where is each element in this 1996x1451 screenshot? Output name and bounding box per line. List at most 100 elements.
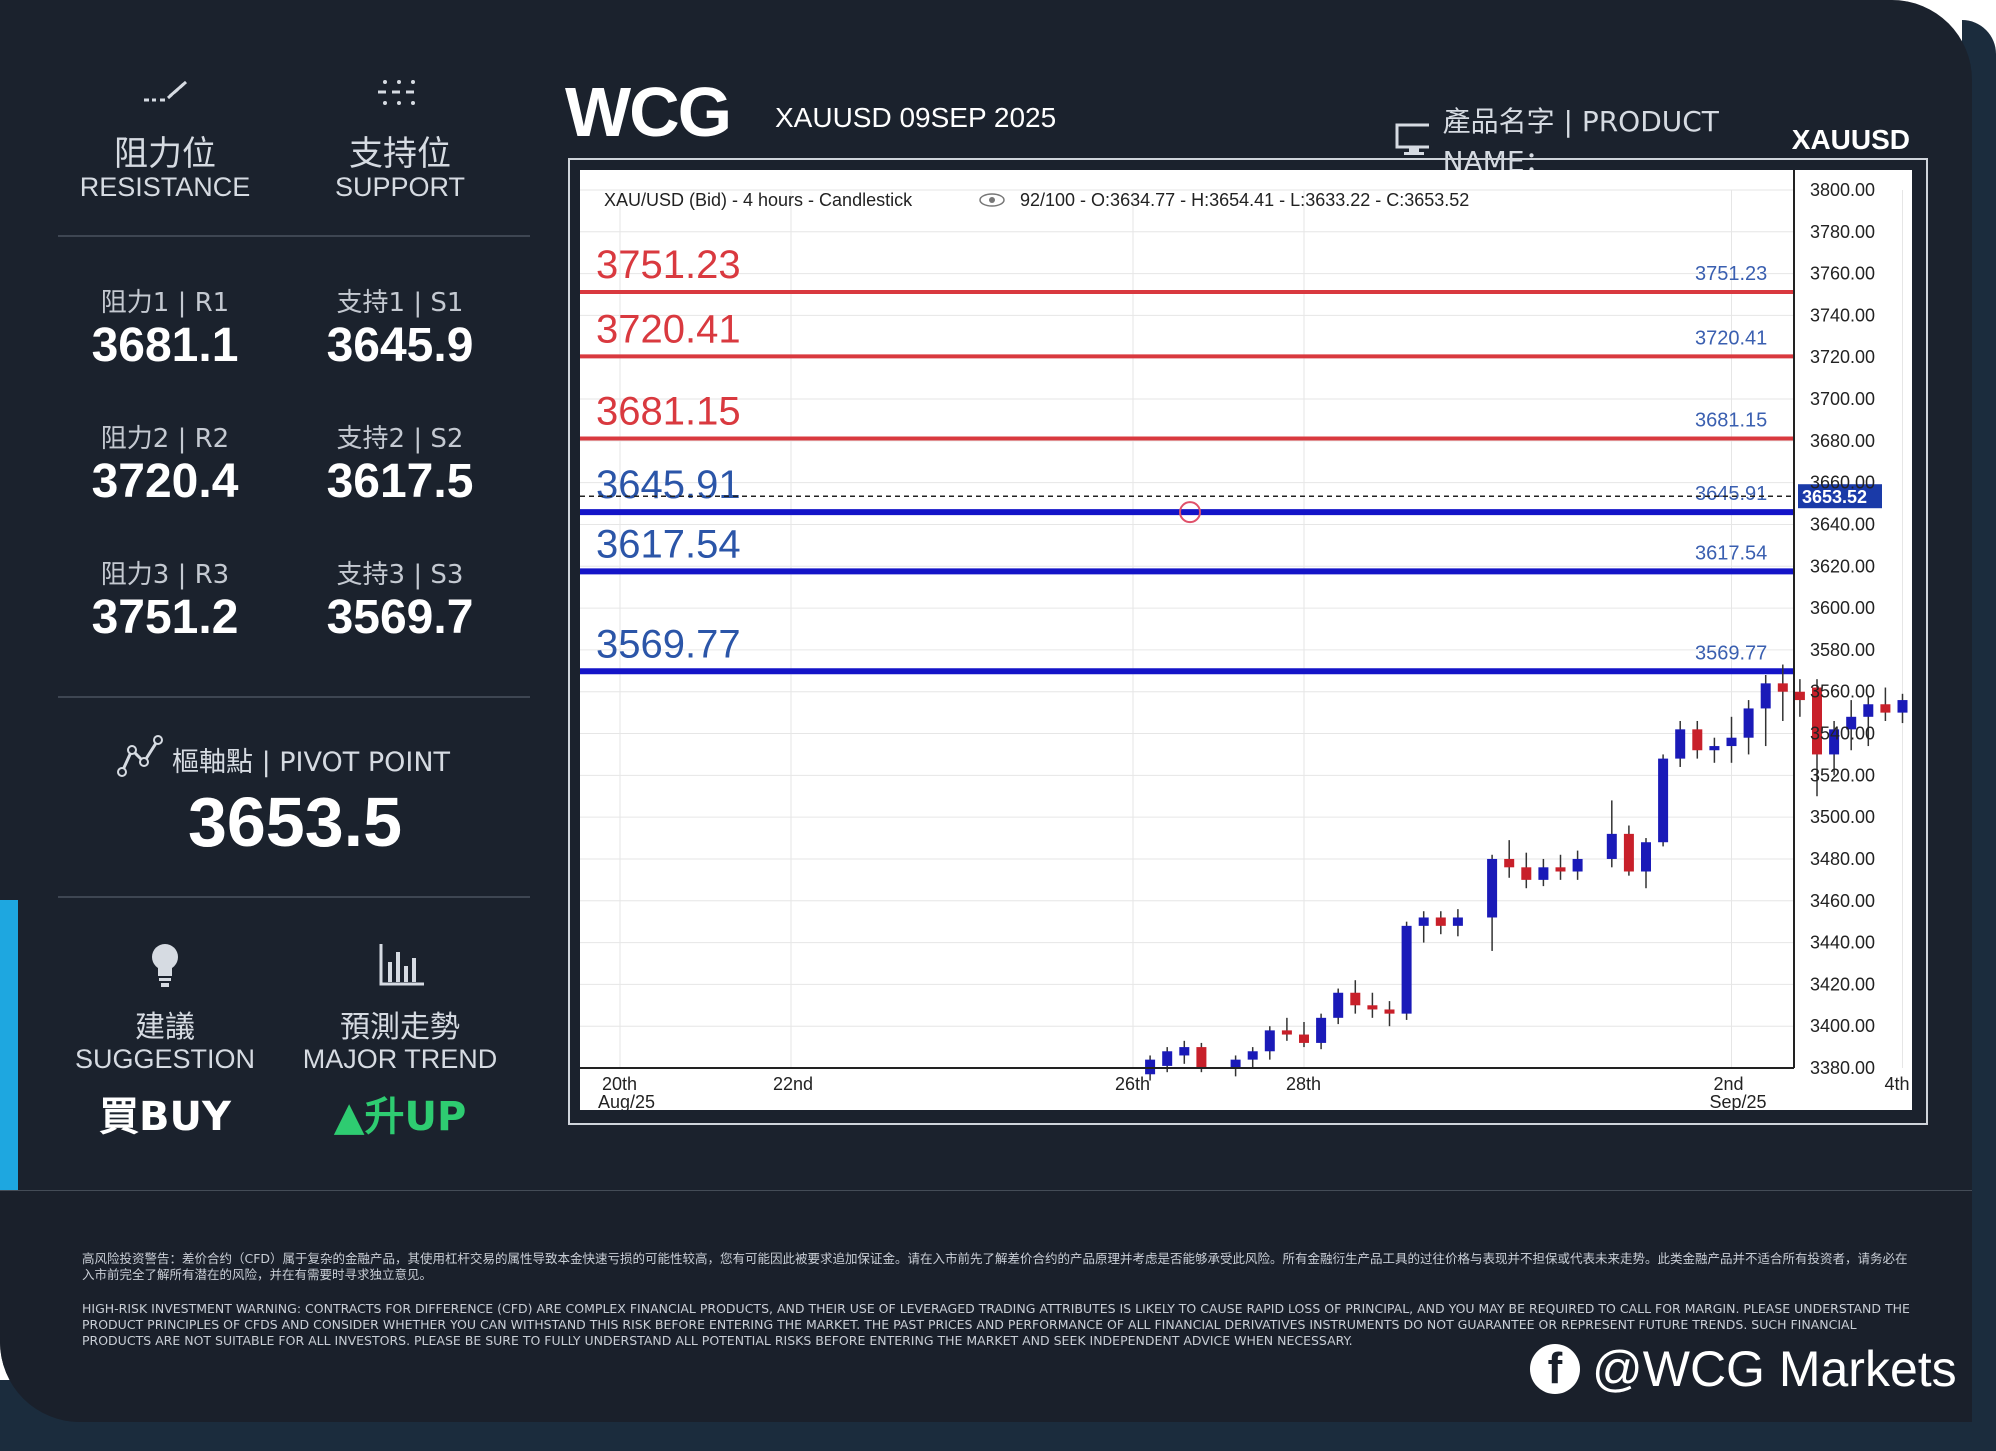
candle-body <box>1829 729 1840 755</box>
divider <box>58 235 530 237</box>
candle <box>1230 1055 1241 1077</box>
y-tick-label: 3380.00 <box>1810 1058 1875 1078</box>
x-tick-label: 4th <box>1885 1074 1910 1094</box>
candle <box>1333 988 1344 1025</box>
y-tick-label: 3780.00 <box>1810 222 1875 242</box>
axis-layer: 3800.00 3780.00 3760.00 3740.00 3720.00 3700.… <box>580 170 1910 1112</box>
candle <box>1521 852 1532 889</box>
candle <box>1247 1047 1258 1068</box>
cyan-accent-bar <box>0 900 18 1190</box>
candle <box>1812 679 1822 797</box>
resistance-line-label: 3751.23 <box>596 243 741 287</box>
candlestick-chart: 3751.23 3751.23 3720.41 3720.41 3681.15 3681.… <box>580 170 1972 1112</box>
x-tick-label: 22nd <box>773 1074 813 1094</box>
chart-ohlc-header: 92/100 - O:3634.77 - H:3654.41 - L:3633.… <box>1020 190 1469 210</box>
y-tick-label: 3400.00 <box>1810 1016 1875 1036</box>
candle <box>1777 664 1788 721</box>
suggestion-value: 買BUY <box>99 1094 231 1140</box>
candle <box>1179 1040 1190 1064</box>
y-tick-label: 3660.00 <box>1810 473 1875 493</box>
resistance-heading-zh: 阻力位 <box>114 134 216 174</box>
candle-body <box>1333 992 1344 1018</box>
support-line-tag: 3617.54 <box>1695 542 1767 564</box>
r3-value: 3751.2 <box>91 591 239 644</box>
r1-value: 3681.1 <box>91 319 239 372</box>
candle-body <box>1521 867 1532 880</box>
candle-body <box>1162 1051 1173 1066</box>
s1-label: 支持1 | S1 <box>336 288 464 318</box>
candles-layer <box>1145 603 1972 1081</box>
chart-panel: 3751.23 3751.23 3720.41 3720.41 3681.15 3681.… <box>580 170 1972 1112</box>
support-line-tag: 3645.91 <box>1695 483 1767 505</box>
trend-zh: 預測走勢 <box>340 1010 460 1045</box>
candle-body <box>1794 691 1805 701</box>
bar-chart-icon <box>379 944 424 986</box>
candle-body <box>1606 833 1617 859</box>
y-tick-label: 3800.00 <box>1810 180 1875 200</box>
candle-body <box>1418 917 1429 926</box>
x-tick-label: 28th <box>1286 1074 1321 1094</box>
candle-body <box>1299 1034 1309 1043</box>
candle <box>1350 980 1361 1014</box>
candle-body <box>1281 1030 1292 1035</box>
support-line-label: 3645.91 <box>596 463 741 507</box>
y-tick-label: 3700.00 <box>1810 389 1875 409</box>
candle <box>1435 911 1446 935</box>
r2-value: 3720.4 <box>91 455 239 508</box>
candle <box>1572 850 1583 880</box>
candle <box>1641 838 1651 889</box>
candle-body <box>1726 737 1737 747</box>
candle <box>1829 720 1840 776</box>
support-line-label: 3617.54 <box>596 522 741 566</box>
date-title: XAUUSD 09SEP 2025 <box>775 102 1057 133</box>
s2-label: 支持2 | S2 <box>336 424 464 454</box>
eye-icon <box>979 193 1005 207</box>
y-tick-label: 3500.00 <box>1810 807 1875 827</box>
suggestion-zh: 建議 <box>135 1010 195 1045</box>
candle-body <box>1675 729 1686 759</box>
candle <box>1384 1001 1395 1027</box>
y-tick-label: 3620.00 <box>1810 556 1875 576</box>
y-tick-label: 3560.00 <box>1810 682 1875 702</box>
facebook-handle-text: @WCG Markets <box>1592 1341 1957 1397</box>
x-tick-sublabel: Sep/25 <box>1710 1092 1767 1110</box>
candle-body <box>1692 729 1703 751</box>
x-tick-sublabel: Aug/25 <box>598 1092 655 1110</box>
r3-label: 阻力3 | R3 <box>100 560 230 590</box>
candle <box>1281 1017 1292 1041</box>
candle <box>1743 700 1754 755</box>
candle <box>1367 992 1378 1018</box>
candle-body <box>1264 1030 1275 1052</box>
candle <box>1794 679 1805 717</box>
r2-label: 阻力2 | R2 <box>100 424 230 454</box>
candle-body <box>1367 1005 1378 1010</box>
divider <box>58 696 530 698</box>
candle-body <box>1777 683 1788 692</box>
candle <box>1880 687 1891 721</box>
s2-value: 3617.5 <box>326 455 474 508</box>
s3-label: 支持3 | S3 <box>336 560 464 590</box>
y-tick-label: 3760.00 <box>1810 264 1875 284</box>
support-heading-zh: 支持位 <box>349 134 451 174</box>
candle-body <box>1846 716 1857 730</box>
suggestion-en: SUGGESTION <box>74 1044 256 1074</box>
y-tick-label: 3460.00 <box>1810 891 1875 911</box>
footer: 高风险投资警告：差价合约（CFD）属于复杂的金融产品，其使用杠杆交易的属性导致本… <box>0 1190 1972 1422</box>
candle <box>1299 1022 1309 1048</box>
candle <box>1709 737 1720 763</box>
candle <box>1487 854 1498 951</box>
main-card: 阻力位 RESISTANCE 支持位 SUPPORT 阻力1 | R1 3681… <box>0 0 1972 1422</box>
s3-value: 3569.7 <box>326 591 474 644</box>
candle <box>1726 716 1737 763</box>
facebook-handle[interactable]: f @WCG Markets <box>1530 1340 1957 1398</box>
facebook-icon: f <box>1530 1344 1580 1394</box>
pivot-label: 樞軸點 | PIVOT POINT <box>172 747 451 778</box>
y-tick-label: 3680.00 <box>1810 431 1875 451</box>
candle-body <box>1572 858 1583 872</box>
candle-body <box>1145 1059 1156 1075</box>
trend-en: MAJOR TREND <box>302 1044 498 1074</box>
candle-body <box>1538 867 1549 880</box>
candle <box>1264 1026 1275 1060</box>
disclaimer-zh: 高风险投资警告：差价合约（CFD）属于复杂的金融产品，其使用杠杆交易的属性导致本… <box>82 1251 1908 1282</box>
